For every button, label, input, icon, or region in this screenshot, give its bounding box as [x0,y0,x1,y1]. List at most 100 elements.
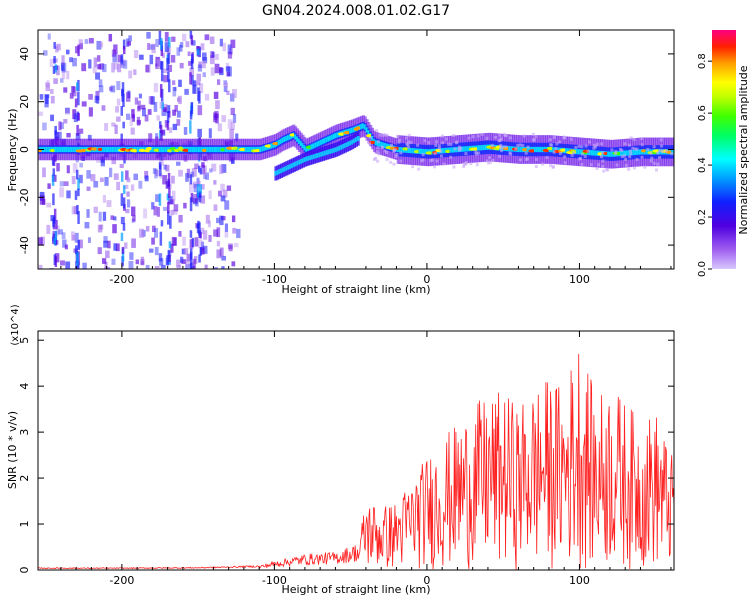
heatmap-ridge-core [286,135,290,141]
heatmap-noise-cell [116,181,121,191]
heatmap-noise-cell [171,175,175,184]
heatmap-ridge-core [594,150,598,156]
heatmap-faint-cell [635,147,639,151]
heatmap-faint-cell [452,165,456,169]
heatmap-ridge-core [588,150,592,156]
heatmap-ridge-core [621,150,625,156]
heatmap-noise-cell [154,246,159,256]
heatmap-noise-cell [221,164,227,173]
heatmap-ridge-core [385,143,389,149]
heatmap-streak-cell [191,237,195,248]
heatmap-noise-cell [138,93,142,99]
heatmap-faint-cell [624,163,628,167]
heatmap-faint-cell [493,135,497,139]
heatmap-streak-cell [198,165,201,173]
heatmap-secondary-core [276,170,280,175]
heatmap-noise-cell [117,63,122,73]
heatmap-ridge-core [116,146,120,153]
heatmap-noise-cell [204,34,210,41]
heatmap-ridge-core [296,136,300,142]
heatmap-noise-cell [102,211,107,221]
heatmap-secondary-core [281,167,285,173]
heatmap-noise-cell [202,245,208,254]
heatmap-faint-cell [557,140,561,144]
heatmap-ridge-core [65,146,69,153]
heatmap-faint-cell [367,141,371,145]
heatmap-noise-cell [236,228,241,239]
heatmap-faint-cell [375,129,379,133]
heatmap-noise-cell [108,33,113,42]
heatmap-noise-cell [116,116,121,122]
heatmap-noise-cell [126,199,131,208]
heatmap-streak-cell [77,44,80,57]
heatmap-faint-cell [545,156,549,160]
heatmap-noise-cell [98,85,104,93]
heatmap-noise-cell [156,206,160,217]
heatmap-noise-cell [50,89,54,94]
heatmap-ridge-core [482,144,486,151]
heatmap-noise-cell [133,50,139,59]
heatmap-noise-cell [38,111,44,116]
x-tick-label: -100 [262,273,287,286]
heatmap-noise-cell [62,239,67,248]
heatmap-ridge-core [539,146,543,153]
heatmap-streak-cell [198,47,201,58]
heatmap-faint-cell [601,164,605,168]
heatmap-ridge-core [69,146,73,153]
heatmap-noise-cell [74,46,79,54]
heatmap-ridge-core [59,146,63,153]
heatmap-noise-cell [140,104,146,110]
heatmap-faint-cell [446,142,450,146]
heatmap-noise-cell [172,86,177,97]
heatmap-noise-cell [161,52,166,59]
heatmap-peak [305,145,312,149]
heatmap-noise-cell [88,94,93,100]
heatmap-noise-cell [72,57,77,67]
heatmap-secondary-core [312,154,316,159]
heatmap-noise-cell [179,256,184,263]
heatmap-noise-cell [105,250,110,259]
heatmap-streak-cell [198,254,201,263]
heatmap-streak-cell [189,110,193,120]
heatmap-streak-cell [122,197,126,209]
heatmap-faint-cell [434,143,438,147]
heatmap-noise-cell [155,194,160,202]
heatmap-noise-cell [139,259,145,265]
heatmap-ridge-core [111,146,115,153]
heatmap-ridge-core [107,146,111,153]
heatmap-secondary-core [338,145,342,151]
heatmap-peak [413,150,420,154]
heatmap-peak [146,147,154,151]
heatmap-noise-cell [172,109,177,116]
heatmap-streak-cell [54,64,57,73]
heatmap-streak-cell [122,223,126,231]
heatmap-faint-cell [376,150,380,154]
colorbar-tick-label: 0.0 [697,261,708,277]
heatmap-faint-cell [471,135,475,139]
heatmap-streak-cell [189,72,192,85]
heatmap-noise-cell [151,202,155,210]
heatmap-noise-cell [197,105,203,116]
heatmap-secondary-core [278,169,282,175]
heatmap-faint-cell [474,150,478,154]
heatmap-noise-cell [163,164,167,170]
heatmap-peak [49,148,56,153]
heatmap-noise-cell [216,240,221,247]
heatmap-noise-cell [38,237,43,245]
heatmap-faint-cell [488,156,492,160]
heatmap-streak-cell [159,231,163,246]
heatmap-noise-cell [61,55,65,66]
heatmap-noise-cell [214,63,220,74]
heatmap-noise-cell [208,235,212,242]
heatmap-noise-cell [127,41,131,46]
heatmap-faint-cell [574,146,578,150]
heatmap-noise-cell [221,255,227,261]
heatmap-ridge-core [479,145,483,151]
heatmap-ridge-core [285,135,289,142]
heatmap-noise-cell [57,131,62,140]
heatmap-streak-cell [191,75,194,86]
heatmap-noise-cell [88,38,94,44]
heatmap-noise-cell [191,167,197,177]
heatmap-ridge-core [195,146,199,153]
